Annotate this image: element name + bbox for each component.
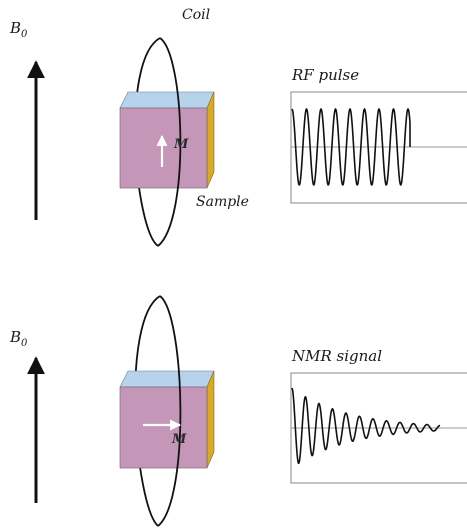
bottom-cube-top-face bbox=[119, 370, 215, 388]
nmr-signal-waveform bbox=[291, 387, 441, 465]
bottom-scene: B0 M NMR signal bbox=[9, 295, 467, 527]
rf-pulse-panel: RF pulse bbox=[290, 66, 467, 204]
coil-label: Coil bbox=[182, 7, 210, 23]
bottom-magnetization-label: M bbox=[171, 432, 187, 447]
rf-pulse-waveform bbox=[291, 108, 411, 186]
bottom-cube-side-face bbox=[206, 370, 215, 469]
top-field-label: B0 bbox=[9, 19, 28, 40]
top-field: B0 bbox=[9, 19, 45, 220]
top-sample-cube bbox=[119, 91, 215, 189]
bottom-cube-front-face bbox=[119, 386, 208, 469]
top-cube-front-face bbox=[119, 107, 208, 189]
sample-label: Sample bbox=[196, 194, 249, 210]
nmr-signal-panel: NMR signal bbox=[290, 347, 467, 484]
top-magnetization-label: M bbox=[173, 137, 189, 152]
top-coil-front bbox=[157, 37, 182, 247]
top-scene: B0 M Coil Sample RF pulse bbox=[9, 7, 467, 247]
rf-pulse-title: RF pulse bbox=[291, 66, 359, 84]
top-cube-top-face bbox=[119, 91, 215, 109]
bottom-coil-front bbox=[157, 295, 182, 527]
top-cube-side-face bbox=[206, 91, 215, 189]
bottom-field-label: B0 bbox=[9, 328, 28, 349]
nmr-signal-title: NMR signal bbox=[291, 347, 382, 365]
bottom-field: B0 bbox=[9, 328, 45, 503]
bottom-sample-cube bbox=[119, 370, 215, 469]
